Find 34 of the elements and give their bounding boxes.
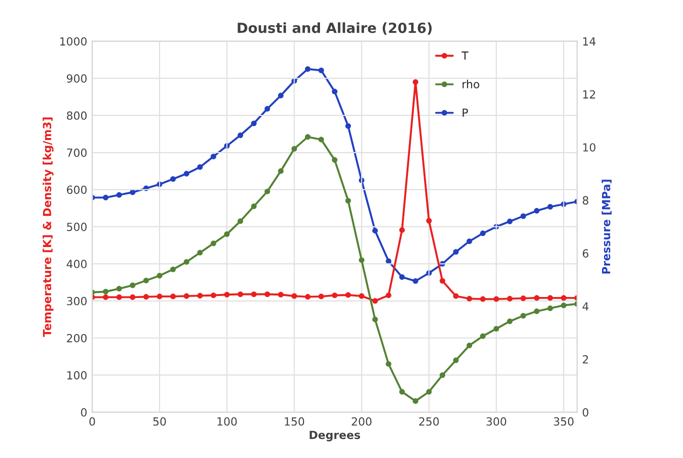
x-tick-label: 300 [486,417,506,426]
y2-tick-label: 14 [583,37,596,46]
y2-tick-label: 10 [583,143,596,152]
x-tick-label: 150 [284,417,304,426]
y-tick-label: 800 [66,111,87,120]
legend-label: T [462,52,468,60]
x-tick-label: 250 [419,417,439,426]
y-tick-label: 500 [66,222,87,232]
y2-tick-label: 0 [582,408,588,417]
y-tick-label: 400 [66,260,87,268]
x-tick-label: 100 [218,417,237,426]
x-tick-label: 50 [153,417,166,426]
chart-title: Dousti and Allaire (2016) [238,22,432,35]
y-tick-label: 900 [66,74,87,83]
legend-label: P [462,108,468,117]
y-tick-label: 600 [66,186,87,194]
y-tick-label: 300 [66,296,87,306]
y-tick-label: 700 [67,148,87,157]
x-tick-label: 0 [89,417,95,426]
y-axis-title: Temperature [K] & Density [kg/m3] [42,117,54,337]
y-tick-label: 0 [81,408,87,417]
y2-axis-title: Pressure [MPa] [602,180,612,274]
y-tick-label: 1000 [60,37,87,46]
x-axis-title: Degrees [310,430,360,442]
legend-label: rho [462,80,480,88]
y-tick-label: 200 [66,334,87,342]
y2-tick-label: 8 [582,196,588,205]
y2-tick-label: 4 [582,302,588,310]
y-tick-label: 100 [67,371,87,380]
x-tick-label: 200 [352,417,372,426]
y2-tick-label: 6 [582,249,588,258]
y2-tick-label: 12 [583,90,596,98]
x-tick-label: 350 [554,417,574,426]
y2-tick-label: 2 [582,355,588,364]
